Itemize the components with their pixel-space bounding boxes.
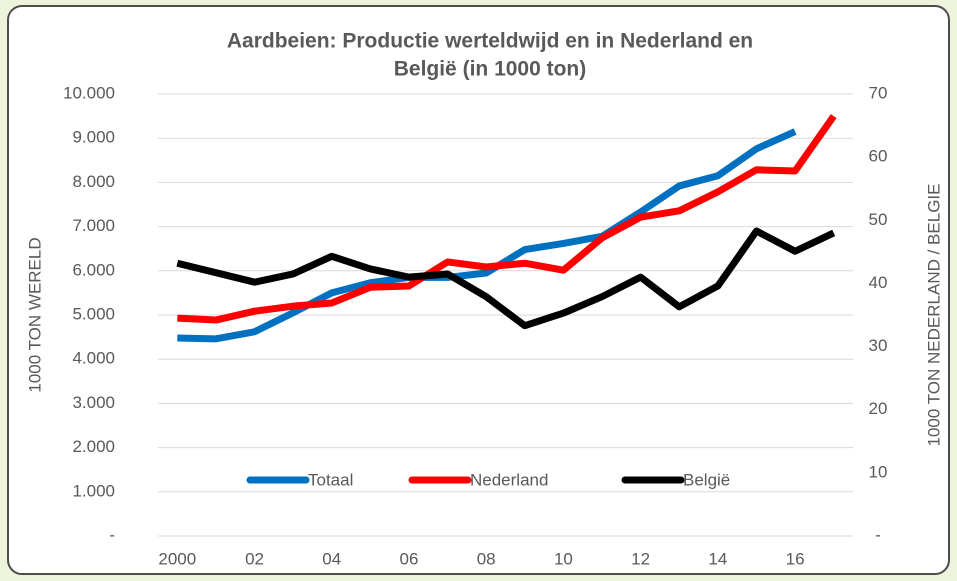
x-tick-label: 06 <box>400 549 419 568</box>
y-axis-title: 1000 TON WERELD <box>25 237 44 392</box>
chart-title: België (in 1000 ton) <box>394 58 587 81</box>
x-tick-label: 02 <box>245 549 264 568</box>
y-tick-label: 6.000 <box>72 260 115 279</box>
x-tick-label: 10 <box>554 549 573 568</box>
y2-axis-title: 1000 TON NEDERLAND / BELGIE <box>924 184 943 447</box>
y-tick-label: 5.000 <box>72 304 115 323</box>
y2-tick-label: 30 <box>869 336 888 355</box>
y2-tick-label: 10 <box>869 462 888 481</box>
y-tick-label: 9.000 <box>72 128 115 147</box>
y-tick-label: 8.000 <box>72 172 115 191</box>
y-tick-label: 2.000 <box>72 437 115 456</box>
line-series <box>176 227 836 330</box>
x-tick-label: 14 <box>708 549 727 568</box>
x-tick-label: 2000 <box>158 549 196 568</box>
y-tick-label: 3.000 <box>72 393 115 412</box>
x-tick-label: 12 <box>631 549 650 568</box>
y-tick-label: 10.000 <box>63 83 115 102</box>
legend-label: België <box>683 470 730 489</box>
line-series <box>177 114 837 324</box>
y2-tick-label: 40 <box>869 273 888 292</box>
chart-title: Aardbeien: Productie werteldwijd en in N… <box>227 30 753 53</box>
x-tick-label: 04 <box>322 549 341 568</box>
x-tick-label: 16 <box>786 549 805 568</box>
y2-tick-label: 20 <box>869 399 888 418</box>
x-tick-label: 08 <box>477 549 496 568</box>
legend-label: Nederland <box>470 470 548 489</box>
y-tick-label: 1.000 <box>72 481 115 500</box>
y2-tick-label: 60 <box>869 147 888 166</box>
y2-tick-label: 70 <box>869 83 888 102</box>
y2-tick-label: 50 <box>869 210 888 229</box>
y-tick-label: 4.000 <box>72 349 115 368</box>
y2-tick-label: - <box>875 525 881 544</box>
y-tick-label: 7.000 <box>72 216 115 235</box>
y-tick-label: - <box>109 525 115 544</box>
legend-label: Totaal <box>308 470 353 489</box>
line-series <box>177 128 797 343</box>
